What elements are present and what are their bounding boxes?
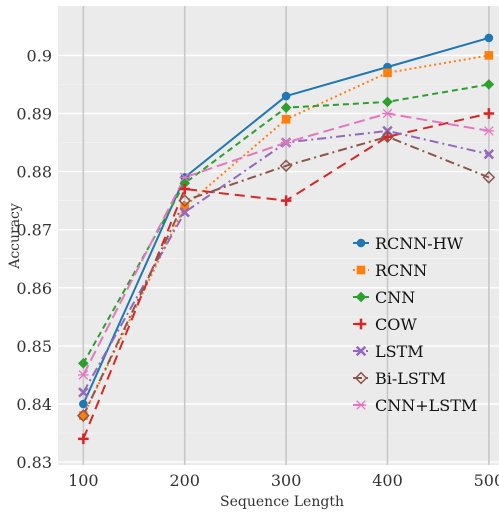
y-tick-label: 0.83 xyxy=(16,453,52,472)
data-point xyxy=(179,172,191,183)
data-point xyxy=(383,68,392,78)
data-point xyxy=(78,433,89,445)
data-point xyxy=(483,148,495,160)
x-tick-label: 100 xyxy=(68,471,99,490)
legend-label: LSTM xyxy=(375,342,424,361)
series-markers xyxy=(76,33,496,445)
data-point xyxy=(79,411,88,420)
marker-stroke xyxy=(483,148,495,160)
legend-marker xyxy=(356,265,366,275)
data-point xyxy=(76,409,90,422)
y-tick-label: 0.88 xyxy=(16,163,52,182)
legend-label: RCNN xyxy=(375,261,427,280)
data-point xyxy=(281,91,291,101)
data-point xyxy=(381,130,394,144)
y-tick-label: 0.85 xyxy=(16,337,52,356)
data-point xyxy=(79,399,88,409)
data-point xyxy=(280,102,292,113)
y-tick-label: 0.9 xyxy=(27,46,52,65)
legend-marker xyxy=(355,318,367,330)
data-point xyxy=(179,207,190,218)
data-point xyxy=(279,159,293,173)
data-point xyxy=(281,114,291,124)
x-tick-label: 200 xyxy=(169,471,200,490)
data-point xyxy=(484,33,494,43)
data-point xyxy=(483,126,495,136)
y-axis-ticks: 0.83 0.84 0.85 0.86 0.87 0.88 0.89 0.9 xyxy=(16,46,52,472)
data-point xyxy=(382,108,393,119)
legend-marker xyxy=(355,400,367,410)
data-point xyxy=(483,79,495,90)
data-point xyxy=(178,194,192,207)
x-tick-label: 500 xyxy=(474,471,499,490)
legend-marker xyxy=(355,291,367,303)
data-point xyxy=(78,370,89,380)
marker-stroke xyxy=(179,207,190,218)
data-point xyxy=(78,387,89,398)
legend-marker xyxy=(354,371,368,385)
data-point xyxy=(78,358,89,369)
data-point xyxy=(280,137,292,148)
data-point xyxy=(482,171,496,184)
x-axis-title: Sequence Length xyxy=(220,494,344,510)
legend-label: CNN+LSTM xyxy=(375,396,477,415)
data-point xyxy=(280,195,292,206)
legend-label: CNN xyxy=(375,288,415,307)
legend-marker xyxy=(355,345,367,357)
data-point xyxy=(483,108,495,119)
y-tick-label: 0.86 xyxy=(16,279,52,298)
data-point xyxy=(382,131,393,143)
y-tick-label: 0.84 xyxy=(16,395,52,414)
plot-area xyxy=(58,6,499,465)
legend-label: COW xyxy=(375,315,417,334)
data-point xyxy=(382,96,393,108)
x-tick-label: 300 xyxy=(271,471,302,490)
marker-stroke xyxy=(78,387,89,398)
x-axis-ticks: 100 200 300 400 500 xyxy=(68,471,499,490)
y-axis-title: Accuracy xyxy=(7,203,23,270)
grid-lines xyxy=(58,6,499,465)
y-tick-label: 0.87 xyxy=(16,221,52,240)
data-point xyxy=(179,183,191,195)
legend-marker xyxy=(356,238,366,248)
legend-label: Bi-LSTM xyxy=(375,369,446,388)
y-tick-label: 0.89 xyxy=(16,104,52,123)
marker-stroke xyxy=(355,345,367,357)
legend: RCNN-HW RCNN CNN COW LSTM Bi-LSTM CNN+LSTM xyxy=(353,234,477,415)
series-line xyxy=(82,135,490,417)
legend-label: RCNN-HW xyxy=(375,234,464,253)
x-tick-label: 400 xyxy=(372,471,403,490)
data-point xyxy=(484,51,494,60)
